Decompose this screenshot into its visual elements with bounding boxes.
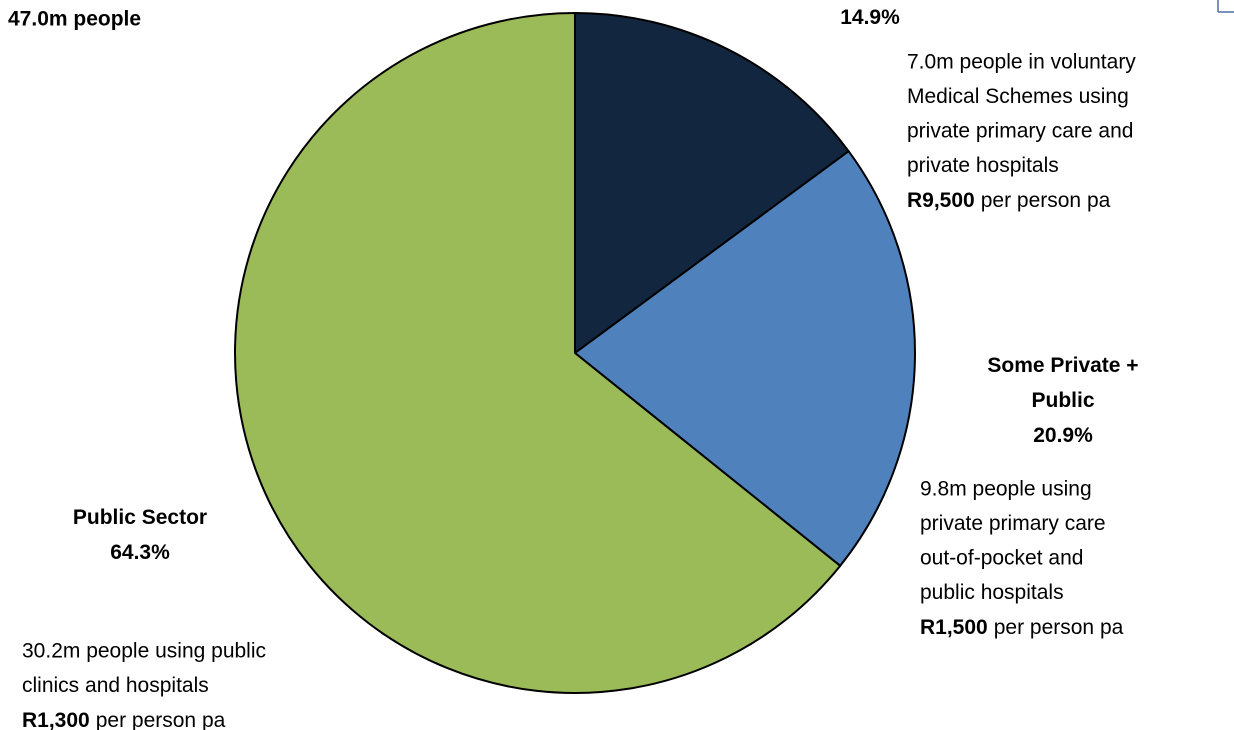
description-line: private hospitals (907, 154, 1059, 177)
pie-slice (234, 11, 842, 694)
percent-label: 14.9% (840, 6, 900, 29)
cost-line: R1,300 per person pa (22, 709, 226, 730)
percent-label: 20.9% (1033, 424, 1093, 447)
description-line: Medical Schemes using (907, 85, 1129, 108)
category-name: Some Private + Public (987, 354, 1139, 412)
pie-slice (574, 11, 851, 355)
description-line: private primary care (920, 512, 1106, 535)
slice-label: 14.9% (770, 0, 970, 35)
slice-label: Public Sector 64.3% (40, 500, 240, 570)
cost-note: per person pa (994, 616, 1124, 639)
cost-line: R9,500 per person pa (907, 189, 1111, 212)
description-line: out-of-pocket and (920, 547, 1083, 570)
description-line: 7.0m people in voluntary (907, 51, 1136, 74)
pie-slice (573, 149, 916, 568)
cost-note: per person pa (96, 709, 226, 730)
description-line: 30.2m people using public (22, 640, 266, 663)
cost-amount: R1,300 (22, 709, 90, 730)
description-line: private primary care and (907, 120, 1133, 143)
cost-note: per person pa (981, 189, 1111, 212)
annotation: 47.0m people (8, 8, 141, 31)
cost-amount: R9,500 (907, 189, 975, 212)
category-name: Public Sector (72, 506, 208, 529)
description-line: 9.8m people using (920, 478, 1092, 501)
cost-line: R1,500 per person pa (920, 616, 1124, 639)
percent-label: 64.3% (110, 541, 170, 564)
description-line: public hospitals (920, 581, 1064, 604)
cost-amount: R1,500 (920, 616, 988, 639)
description-line: clinics and hospitals (22, 674, 209, 697)
slice-label: Some Private + Public 20.9% (963, 348, 1163, 453)
